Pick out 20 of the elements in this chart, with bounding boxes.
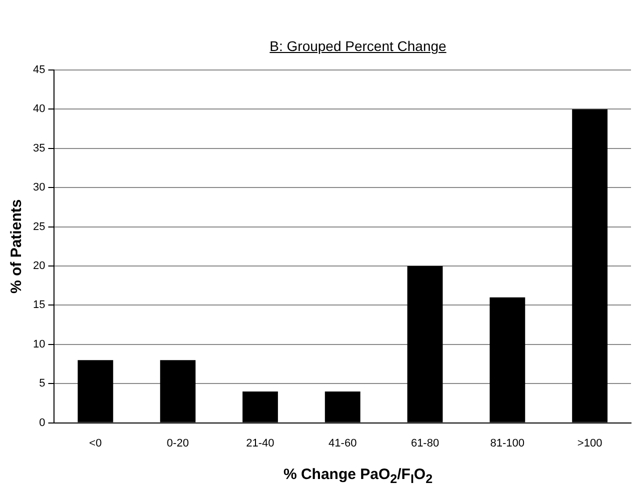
x-tick-label: <0: [89, 437, 102, 450]
y-tick-label: 35: [32, 142, 46, 154]
y-tick-label: 15: [32, 299, 46, 312]
y-tick-label: 45: [32, 64, 46, 76]
x-tick-label: 41-60: [328, 437, 357, 450]
y-tick-label: 0: [39, 416, 46, 429]
x-tick-label: 61-80: [410, 437, 440, 450]
y-tick-label: 20: [32, 260, 46, 272]
x-tick-label: 0-20: [166, 437, 189, 450]
y-tick-label: 30: [32, 182, 46, 194]
y-axis-title: % of Patients: [8, 199, 26, 294]
y-tick-label: 40: [32, 103, 46, 116]
x-tick-label: 21-40: [246, 437, 274, 450]
chart-title: B: Grouped Percent Change: [270, 38, 446, 54]
x-tick-label: 81-100: [490, 437, 525, 450]
y-tick-label: 25: [32, 220, 46, 233]
x-tick-label: >100: [577, 437, 602, 450]
y-tick-label: 5: [39, 378, 46, 390]
x-axis-title: % Change PaO$_{2}$/F$_{I}$O$_{2}$: [282, 466, 434, 486]
y-tick-label: 10: [32, 338, 46, 350]
